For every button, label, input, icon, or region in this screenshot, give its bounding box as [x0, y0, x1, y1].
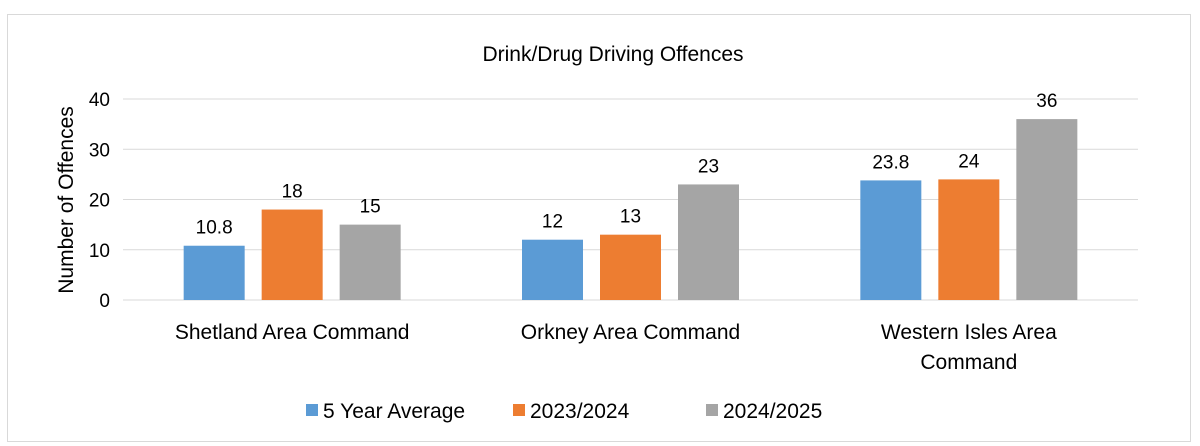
legend-label: 5 Year Average: [323, 400, 465, 423]
chart-title: Drink/Drug Driving Offences: [482, 43, 743, 66]
y-tick-label: 10: [89, 241, 110, 262]
x-tick-labels: Shetland Area Command Orkney Area Command…: [175, 321, 1057, 374]
x-tick-label: Western Isles Area: [881, 321, 1057, 344]
data-label: 24: [958, 151, 980, 172]
bar: [938, 179, 1000, 300]
data-labels: 10.8 18 15 12 13 23 23.8 24 36: [196, 91, 1058, 239]
data-label: 23: [698, 156, 719, 177]
y-tick-label: 0: [99, 291, 110, 312]
data-label: 13: [620, 207, 641, 228]
data-label: 15: [360, 197, 381, 218]
legend-swatch: [513, 404, 525, 416]
x-tick-label: Command: [920, 351, 1017, 374]
data-label: 36: [1036, 91, 1057, 112]
y-tick-label: 40: [89, 90, 110, 111]
legend-label: 2023/2024: [530, 400, 630, 423]
bar: [339, 224, 401, 300]
bar: [183, 245, 245, 300]
bars: [183, 119, 1078, 300]
legend-swatch: [306, 404, 318, 416]
data-label: 12: [542, 212, 563, 233]
y-tick-label: 20: [89, 191, 110, 212]
data-label: 10.8: [196, 218, 233, 239]
y-axis-label: Number of Offences: [55, 106, 78, 294]
bar: [860, 180, 922, 300]
legend-swatch: [706, 404, 718, 416]
y-tick-labels: 0 10 20 30 40: [89, 90, 110, 312]
x-tick-label: Orkney Area Command: [521, 321, 740, 344]
x-tick-label: Shetland Area Command: [175, 321, 410, 344]
data-label: 23.8: [872, 152, 909, 173]
data-label: 18: [282, 182, 303, 203]
bar: [600, 234, 661, 300]
bar: [678, 184, 739, 300]
bar: [1016, 119, 1078, 300]
y-tick-label: 30: [89, 140, 110, 161]
bar: [522, 239, 583, 300]
legend: 5 Year Average 2023/2024 2024/2025: [306, 400, 822, 423]
bar: [261, 209, 323, 300]
legend-label: 2024/2025: [723, 400, 822, 423]
